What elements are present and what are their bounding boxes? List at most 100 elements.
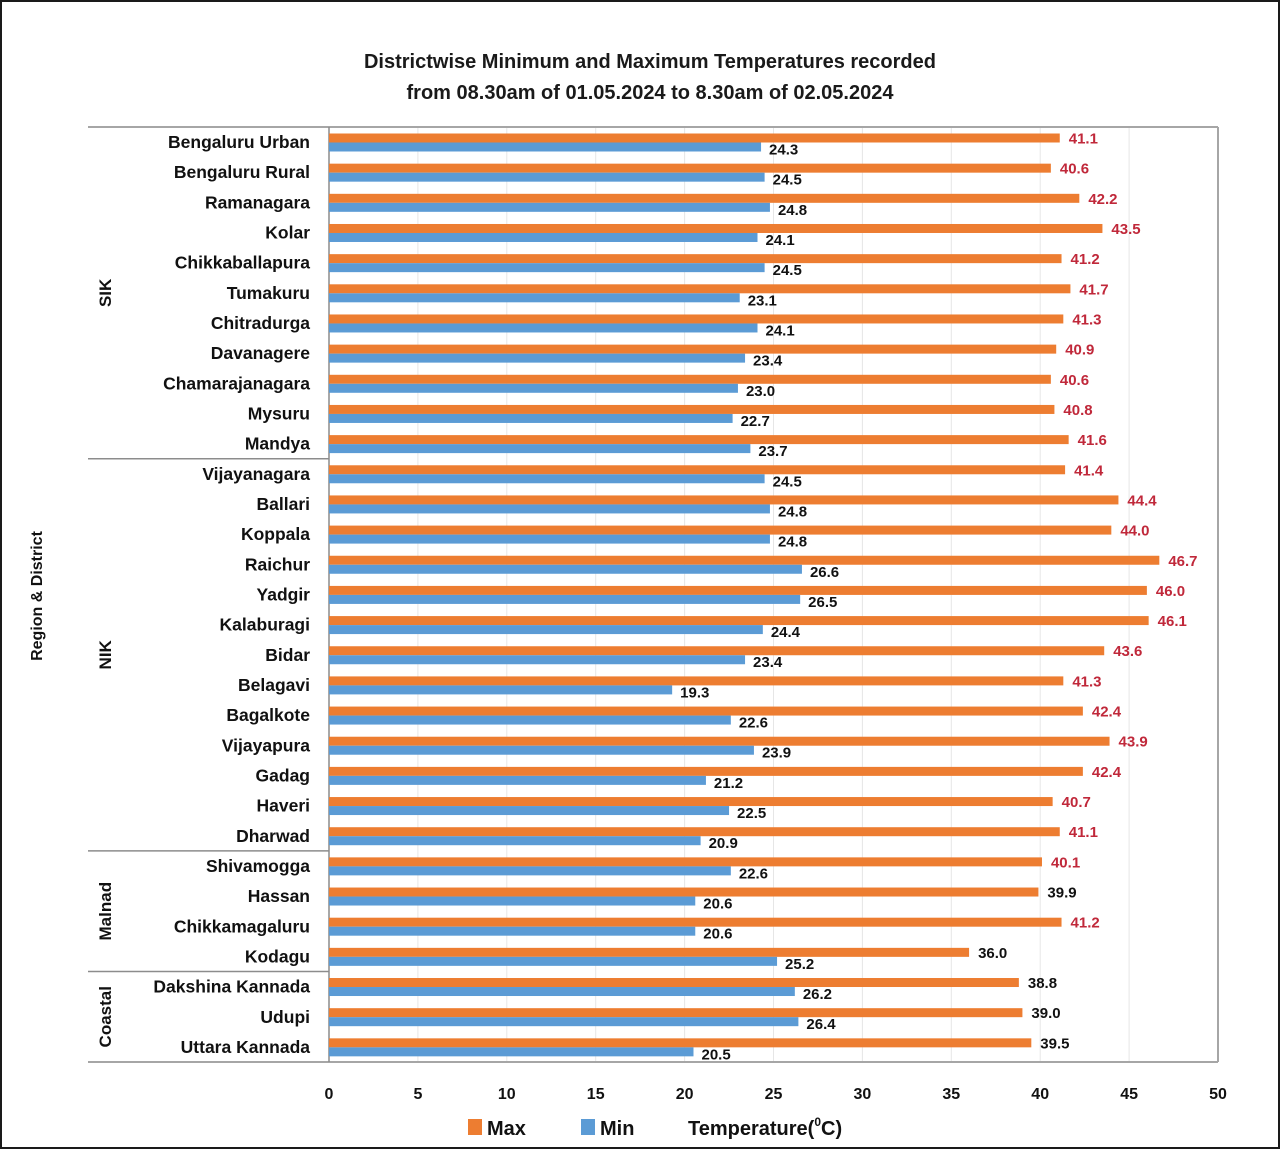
data-label-min: 24.5 [773, 172, 802, 189]
bar-min [329, 836, 701, 846]
bar-min [329, 293, 740, 303]
bar-min [329, 172, 765, 182]
category-label: Dakshina Kannada [153, 977, 310, 997]
data-label-min: 23.4 [753, 654, 783, 671]
category-label: Shivamogga [206, 856, 310, 876]
chart-title-line-2: from 08.30am of 01.05.2024 to 8.30am of … [407, 82, 895, 104]
data-label-max: 43.6 [1113, 643, 1142, 660]
data-label-min: 21.2 [714, 775, 743, 792]
bar-max [329, 797, 1053, 807]
x-tick-label: 15 [587, 1086, 605, 1103]
bar-max [329, 404, 1055, 414]
bar-min [329, 775, 706, 785]
category-label: Mysuru [248, 404, 310, 424]
category-label: Kodagu [245, 946, 310, 966]
bar-max [329, 857, 1042, 867]
bar-max [329, 284, 1071, 294]
legend-label-max: Max [487, 1118, 526, 1140]
data-label-max: 40.6 [1060, 161, 1089, 178]
category-labels: Bengaluru Urban Bengaluru Rural Ramanagara… [153, 132, 310, 1057]
data-label-min: 20.5 [701, 1046, 730, 1063]
region-label: Coastal [96, 986, 115, 1047]
x-tick-label: 20 [676, 1086, 694, 1103]
category-label: Bagalkote [226, 705, 310, 725]
bar-min [329, 444, 751, 454]
bar-max [329, 193, 1080, 203]
bar-max [329, 646, 1105, 656]
category-label: Kolar [265, 223, 310, 243]
data-label-max: 42.4 [1092, 764, 1122, 781]
category-label: Ballari [257, 494, 311, 514]
category-label: Vijayapura [222, 735, 310, 755]
bar-max [329, 1038, 1032, 1048]
bar-min [329, 655, 746, 665]
category-label: Dharwad [236, 826, 310, 846]
data-label-min: 24.5 [773, 473, 802, 490]
x-tick-label: 35 [942, 1086, 960, 1103]
bar-max [329, 344, 1057, 354]
x-tick-label: 25 [765, 1086, 783, 1103]
data-label-min: 22.6 [739, 865, 768, 882]
region-label: SIK [96, 278, 115, 307]
data-label-max: 42.2 [1088, 191, 1117, 208]
bar-min [329, 896, 696, 906]
bar-max [329, 223, 1103, 233]
data-label-min: 22.6 [739, 715, 768, 732]
region-labels: SIK NIK Malnad Coastal [88, 278, 329, 1047]
data-label-max: 38.8 [1028, 975, 1057, 992]
data-label-max: 36.0 [978, 945, 1007, 962]
bar-min [329, 806, 730, 816]
data-label-max: 39.0 [1031, 1005, 1060, 1022]
bar-max [329, 374, 1051, 384]
bar-max [329, 978, 1019, 988]
bars [329, 133, 1160, 1057]
data-label-max: 41.3 [1072, 311, 1101, 328]
legend: Max Min Temperature(0C) [468, 1115, 842, 1140]
category-label: Chamarajanagara [163, 373, 310, 393]
data-labels: 41.1 24.3 40.6 24.5 42.2 24.8 43.5 24.1 41.2 24.5… [680, 131, 1197, 1064]
bar-min [329, 685, 673, 695]
data-label-min: 23.4 [753, 353, 783, 370]
data-label-max: 41.7 [1079, 281, 1108, 298]
data-label-min: 23.9 [762, 745, 791, 762]
x-tick-label: 50 [1209, 1086, 1227, 1103]
data-label-min: 22.7 [741, 413, 770, 430]
data-label-min: 24.8 [778, 503, 807, 520]
data-label-max: 44.0 [1120, 523, 1149, 540]
bar-min [329, 926, 696, 936]
data-label-min: 19.3 [680, 684, 709, 701]
bar-min [329, 142, 762, 152]
data-label-min: 26.6 [810, 564, 839, 581]
region-label: Malnad [96, 882, 115, 941]
data-label-max: 41.6 [1078, 432, 1107, 449]
bar-min [329, 956, 778, 966]
bar-min [329, 263, 765, 273]
bar-min [329, 715, 731, 725]
data-label-min: 23.1 [748, 292, 777, 309]
bar-max [329, 314, 1064, 324]
bar-max [329, 585, 1147, 595]
x-tick-label: 45 [1120, 1086, 1138, 1103]
category-label: Bengaluru Urban [168, 132, 310, 152]
data-label-max: 43.9 [1119, 734, 1148, 751]
data-label-min: 24.1 [765, 322, 794, 339]
bar-max [329, 525, 1112, 535]
data-label-min: 26.4 [806, 1016, 836, 1033]
category-label: Tumakuru [227, 283, 310, 303]
category-label: Mandya [245, 434, 310, 454]
category-label: Kalaburagi [220, 615, 310, 635]
data-label-max: 39.5 [1040, 1035, 1069, 1052]
category-label: Bidar [265, 645, 310, 665]
category-label: Bengaluru Rural [174, 162, 310, 182]
category-label: Vijayanagara [202, 464, 310, 484]
x-tick-labels: 0 5 10 15 20 25 30 35 40 45 50 [325, 1086, 1227, 1103]
data-label-max: 41.1 [1069, 131, 1098, 148]
x-tick-label: 10 [498, 1086, 516, 1103]
bar-min [329, 232, 758, 242]
bar-min [329, 202, 770, 212]
bar-max [329, 887, 1039, 897]
data-label-min: 23.0 [746, 383, 775, 400]
data-label-min: 24.8 [778, 534, 807, 551]
bar-max [329, 917, 1062, 927]
data-label-max: 41.4 [1074, 462, 1104, 479]
